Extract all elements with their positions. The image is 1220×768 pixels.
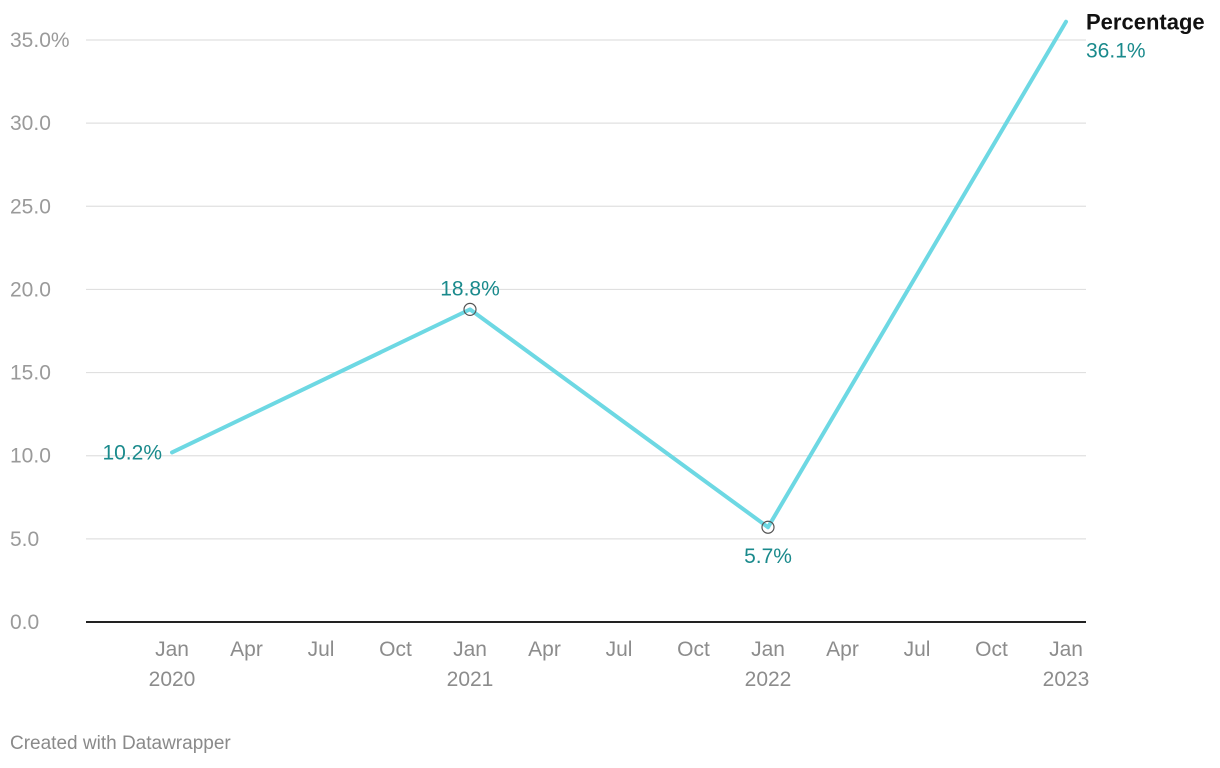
y-tick-label: 5.0 — [10, 528, 39, 551]
x-tick-month: Jan — [155, 638, 189, 661]
datawrapper-credit: Created with Datawrapper — [10, 733, 231, 754]
x-tick-month: Oct — [677, 638, 710, 661]
data-label: 36.1% — [1086, 40, 1146, 63]
x-tick-year: 2022 — [745, 668, 792, 691]
x-tick-month: Jul — [308, 638, 335, 661]
x-tick-month: Oct — [975, 638, 1008, 661]
data-label: 18.8% — [440, 277, 500, 300]
x-tick-month: Apr — [826, 638, 859, 661]
y-tick-label: 10.0 — [10, 445, 51, 468]
series-name-label: Percentage — [1086, 10, 1205, 35]
series-line — [170, 19, 1068, 534]
data-labels: 10.2% 18.8% 5.7% 36.1% Percentage — [102, 10, 1204, 569]
x-tick-year: 2021 — [447, 668, 494, 691]
line-chart: 0.0 5.0 10.0 15.0 20.0 25.0 30.0 35.0% Jan 2020 A… — [10, 10, 1205, 691]
x-tick-month: Jul — [904, 638, 931, 661]
gridlines — [86, 39, 1086, 623]
y-tick-label: 0.0 — [10, 611, 39, 634]
y-axis-ticks: 0.0 5.0 10.0 15.0 20.0 25.0 30.0 35.0% — [10, 29, 70, 634]
series-line-percentage — [170, 19, 1068, 530]
data-label: 10.2% — [102, 441, 162, 464]
x-tick-month: Jan — [1049, 638, 1083, 661]
x-tick-year: 2020 — [149, 668, 196, 691]
data-point-marker — [463, 302, 477, 316]
y-tick-label: 15.0 — [10, 362, 51, 385]
y-tick-label: 20.0 — [10, 278, 51, 301]
y-tick-label: 35.0% — [10, 29, 70, 52]
data-label: 5.7% — [744, 545, 792, 568]
x-axis-ticks: Jan 2020 Apr Jul Oct Jan 2021 Apr Jul Oct Jan 2022 A… — [149, 638, 1090, 691]
x-tick-month: Apr — [230, 638, 263, 661]
x-tick-month: Oct — [379, 638, 412, 661]
x-tick-month: Jan — [453, 638, 487, 661]
y-tick-label: 25.0 — [10, 195, 51, 218]
x-tick-year: 2023 — [1043, 668, 1090, 691]
x-tick-month: Jan — [751, 638, 785, 661]
data-point-marker — [761, 520, 775, 534]
x-tick-month: Apr — [528, 638, 561, 661]
y-tick-label: 30.0 — [10, 112, 51, 135]
x-tick-month: Jul — [606, 638, 633, 661]
